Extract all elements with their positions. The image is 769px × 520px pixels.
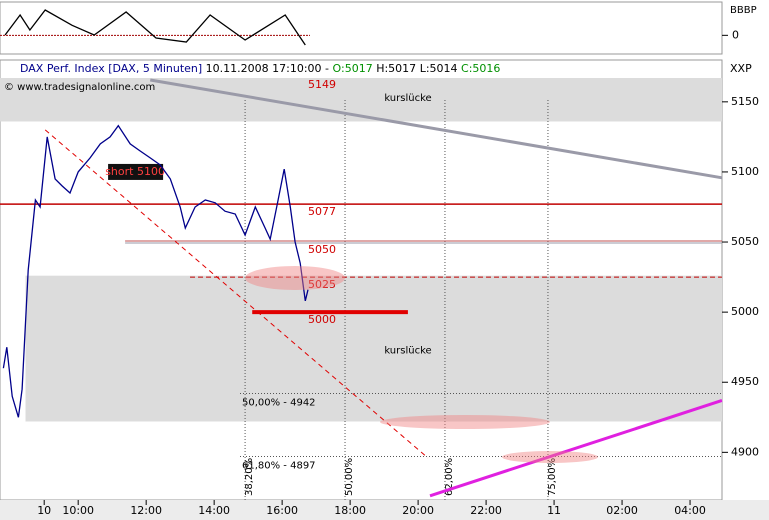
time-zone-label: 62,00% xyxy=(444,458,455,496)
level-label: 5149 xyxy=(308,78,336,91)
indicator-panel xyxy=(0,1,723,55)
level-label: 5025 xyxy=(308,278,336,291)
level-label: 5000 xyxy=(308,313,336,326)
x-tick-label: 22:00 xyxy=(470,504,502,517)
y-tick-label: 5050 xyxy=(731,235,759,248)
highlight xyxy=(502,451,598,463)
highlight xyxy=(380,415,550,429)
x-tick-label: 20:00 xyxy=(402,504,434,517)
time-zone-label: 75,00% xyxy=(547,458,558,496)
price-line xyxy=(4,9,306,46)
highlight xyxy=(245,266,345,290)
x-axis-band xyxy=(0,500,769,520)
y-axis-label: XXP xyxy=(730,62,752,75)
main-layer: kurslücke kurslücke 38,20% 50,00% 62,00% 75,0… xyxy=(0,9,759,517)
y-tick-label: 4950 xyxy=(731,375,759,388)
x-tick-label: 14:00 xyxy=(198,504,230,517)
trendline xyxy=(429,399,723,498)
x-tick-label: 02:00 xyxy=(606,504,638,517)
y-tick-label: 5100 xyxy=(731,165,759,178)
watermark: © www.tradesignalonline.com xyxy=(4,82,155,93)
x-tick-label: 12:00 xyxy=(130,504,162,517)
x-tick-label: 16:00 xyxy=(266,504,298,517)
price-line xyxy=(2,124,309,418)
note-box xyxy=(108,163,164,180)
x-tick-label: 04:00 xyxy=(674,504,706,517)
gap-label: kurslücke xyxy=(384,346,431,357)
gap-box xyxy=(25,275,723,422)
time-zone-label: 38,20% xyxy=(244,458,255,496)
x-tick-label: 10 xyxy=(37,504,51,517)
note-label: short 5100 xyxy=(105,165,165,178)
level-label: 5050 xyxy=(308,243,336,256)
y-tick-label: 4900 xyxy=(731,445,759,458)
time-zone-label: 50,00% xyxy=(344,458,355,496)
trendline xyxy=(44,129,429,459)
indicator-label: BBBP xyxy=(730,5,757,16)
level-label: 5077 xyxy=(308,205,336,218)
x-tick-label: 18:00 xyxy=(334,504,366,517)
fib-label: 50,00% - 4942 xyxy=(242,397,316,408)
x-tick-label: 10:00 xyxy=(62,504,94,517)
gap-box xyxy=(0,78,722,122)
y-tick-label: 5000 xyxy=(731,305,759,318)
chart-title: DAX Perf. Index [DAX, 5 Minuten] 10.11.2… xyxy=(20,62,500,75)
y-tick-label: 5150 xyxy=(731,95,759,108)
fib-label: 61,80% - 4897 xyxy=(242,461,316,472)
y-tick-label: 0 xyxy=(732,28,739,41)
gap-label: kurslücke xyxy=(384,93,431,104)
trendline xyxy=(149,78,723,180)
x-tick-label: 11 xyxy=(547,504,561,517)
